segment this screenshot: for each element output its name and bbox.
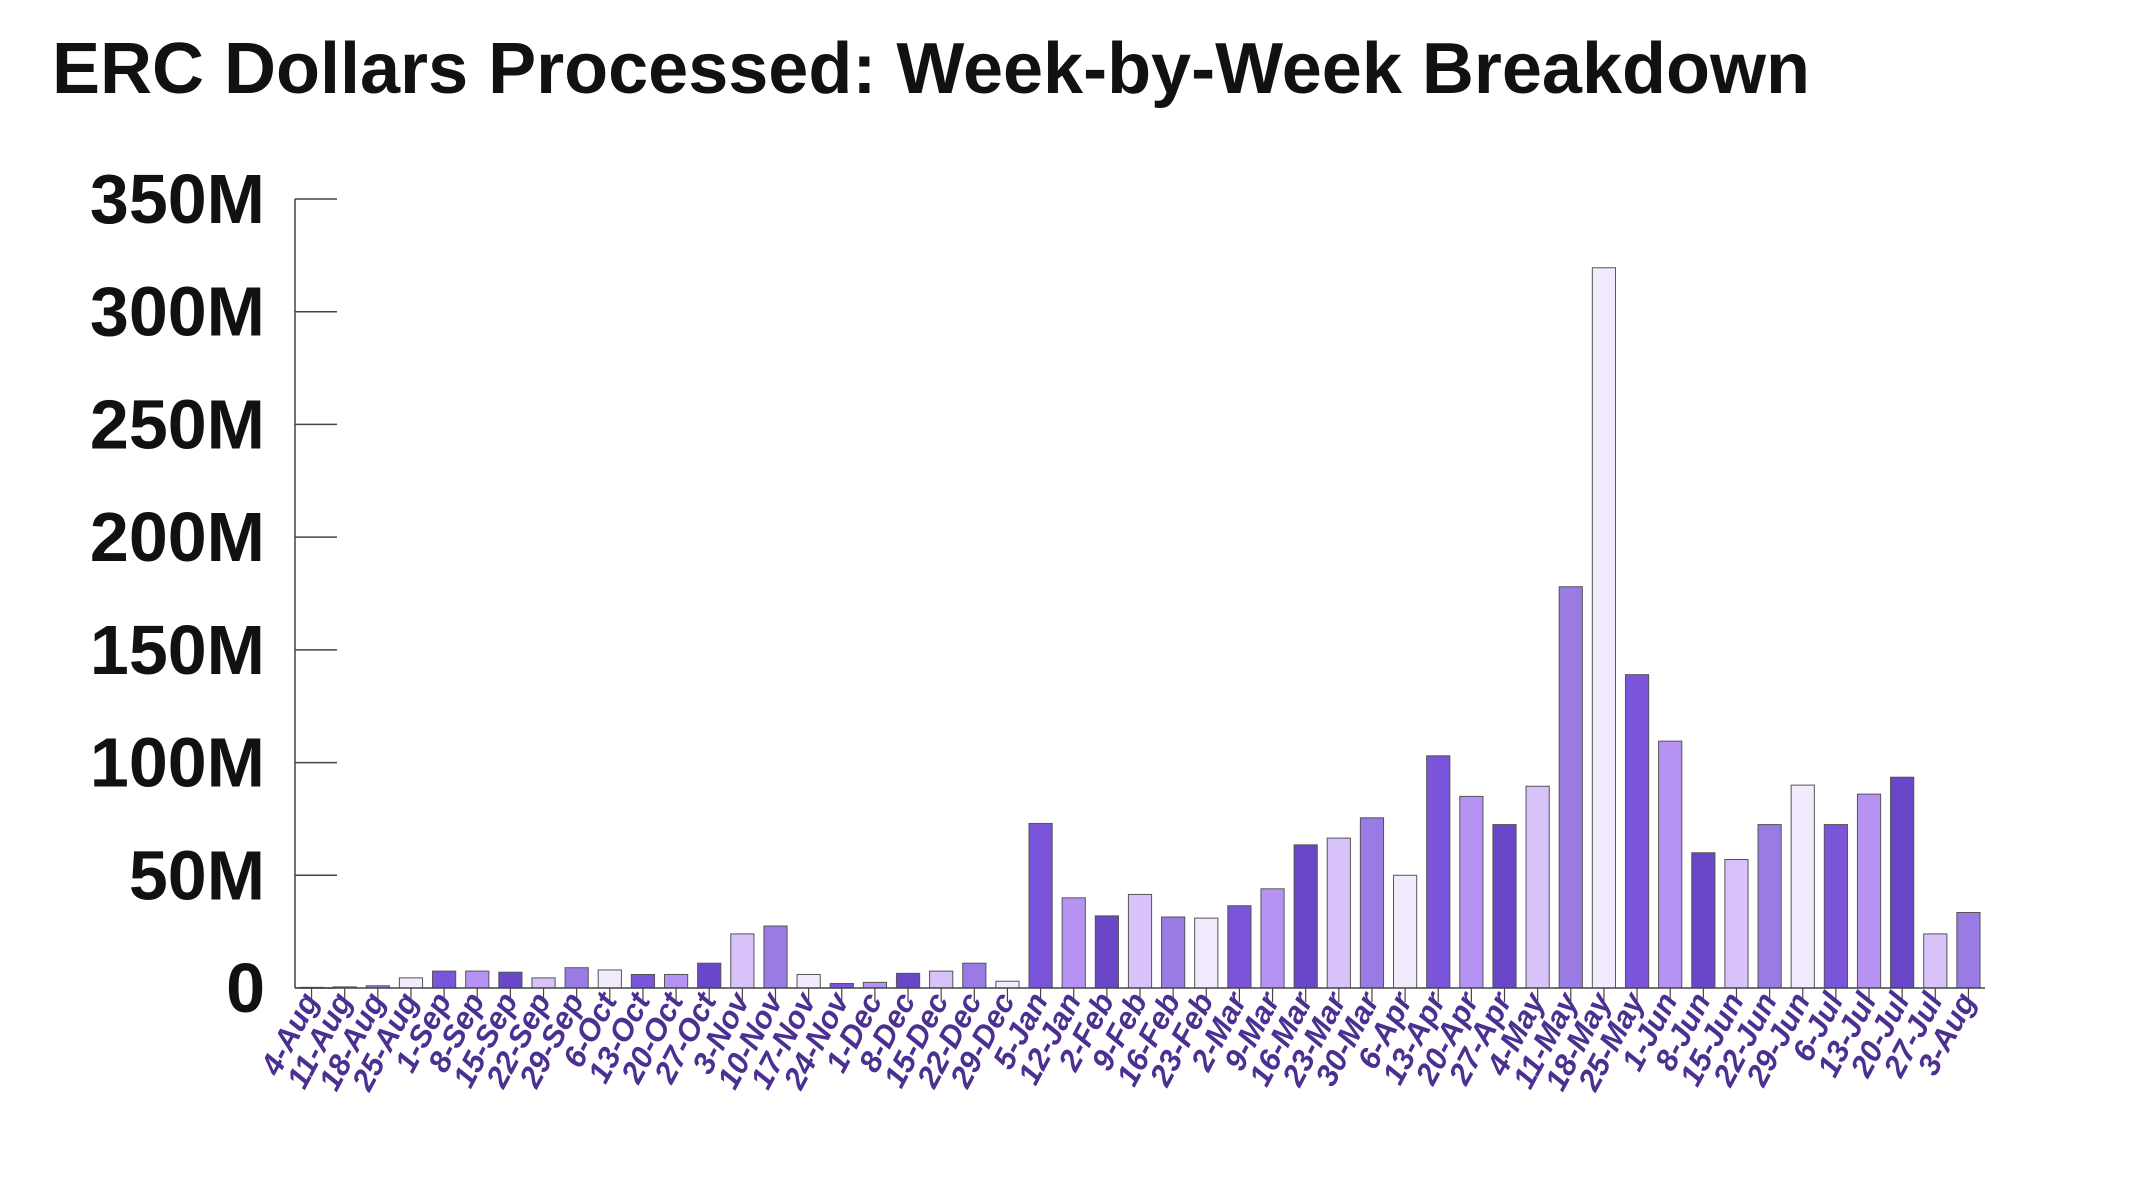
y-tick-label: 300M bbox=[90, 273, 265, 351]
bar bbox=[1558, 586, 1583, 989]
bar bbox=[1923, 933, 1948, 989]
y-tick-label: 150M bbox=[90, 611, 265, 689]
bar bbox=[929, 970, 954, 989]
bar bbox=[1293, 844, 1318, 989]
bar bbox=[531, 977, 556, 989]
y-tick-label: 200M bbox=[90, 498, 265, 576]
x-axis: 4-Aug11-Aug18-Aug25-Aug1-Sep8-Sep15-Sep2… bbox=[253, 985, 1985, 1097]
y-tick-label: 100M bbox=[90, 724, 265, 802]
bar bbox=[1061, 897, 1086, 989]
bar bbox=[1426, 755, 1451, 989]
y-tick-label: 350M bbox=[90, 160, 265, 238]
bar bbox=[498, 971, 523, 989]
bar bbox=[1757, 824, 1782, 989]
bar bbox=[1790, 784, 1815, 989]
bar bbox=[1161, 916, 1186, 989]
bar bbox=[564, 967, 589, 989]
bar bbox=[1194, 917, 1219, 989]
bar bbox=[597, 969, 622, 989]
bar bbox=[1624, 674, 1650, 989]
bar bbox=[1525, 785, 1550, 989]
bar bbox=[862, 981, 887, 989]
bar bbox=[763, 925, 788, 989]
bar bbox=[1890, 776, 1915, 989]
chart-title: ERC Dollars Processed: Week-by-Week Brea… bbox=[52, 29, 1810, 109]
bar bbox=[1492, 824, 1517, 989]
bar bbox=[1326, 837, 1351, 989]
bar bbox=[730, 933, 755, 989]
bar bbox=[1393, 874, 1418, 989]
bar bbox=[995, 980, 1020, 989]
y-axis: 0 50M 100M 150M 200M 250M 300M 350M bbox=[90, 160, 337, 1027]
bar bbox=[1227, 905, 1252, 989]
y-tick-label: 0 bbox=[226, 949, 265, 1027]
bar bbox=[895, 972, 921, 989]
bar bbox=[465, 970, 490, 989]
bar bbox=[1856, 793, 1882, 989]
bar bbox=[398, 977, 424, 989]
bar bbox=[1359, 817, 1385, 989]
bar bbox=[1591, 267, 1617, 989]
bar bbox=[1691, 852, 1716, 989]
bar bbox=[432, 970, 457, 989]
bar bbox=[1127, 893, 1153, 989]
bar bbox=[1459, 795, 1484, 989]
bar bbox=[1658, 740, 1683, 989]
y-tick-label: 250M bbox=[90, 385, 265, 463]
y-tick-label: 50M bbox=[129, 836, 265, 914]
bar bbox=[630, 973, 656, 989]
bars-group bbox=[299, 267, 1981, 989]
bar bbox=[1823, 824, 1848, 989]
bar bbox=[697, 962, 722, 989]
bar bbox=[1724, 859, 1749, 989]
bar bbox=[796, 973, 821, 989]
bar bbox=[1956, 911, 1981, 989]
bar bbox=[1094, 915, 1119, 989]
bar bbox=[1028, 822, 1053, 989]
bar bbox=[663, 973, 689, 989]
bar bbox=[962, 962, 987, 989]
bar bbox=[1260, 888, 1285, 989]
